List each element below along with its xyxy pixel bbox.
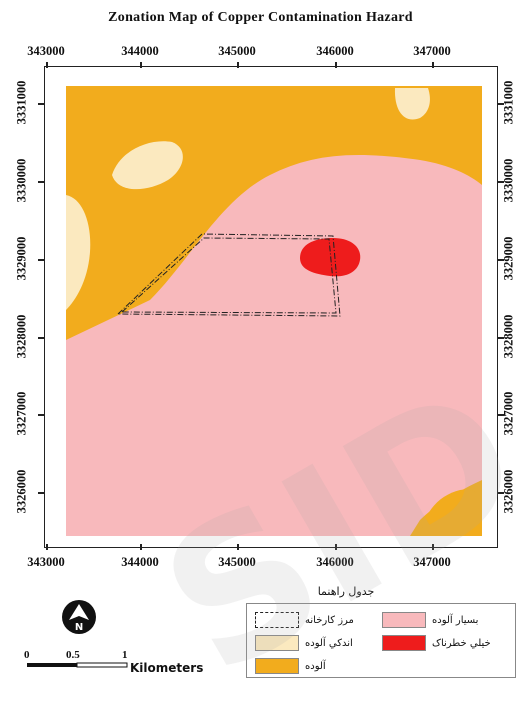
y-tick-label-left: 3330000 [14, 158, 29, 203]
legend-item-slightly-polluted: اندکي آلوده [255, 635, 353, 651]
y-tick-label-left: 3328000 [14, 314, 29, 359]
y-tick-label-left: 3327000 [14, 391, 29, 436]
x-tick-label-bottom: 347000 [413, 555, 451, 569]
x-tick-label-bottom: 345000 [218, 555, 256, 569]
scale-bar: 0 0.5 1 Kilometers [22, 649, 222, 680]
legend-swatch [255, 612, 299, 628]
scale-segment-2 [76, 662, 128, 668]
y-tick-mark [498, 414, 504, 416]
zone-polluted-corner [420, 489, 482, 536]
legend-item-factory-boundary: مرز کارخانه [255, 612, 354, 628]
y-tick-label-left: 3326000 [14, 469, 29, 514]
x-tick-mark [140, 544, 142, 550]
factory-boundary [116, 233, 341, 317]
scale-segment-1 [27, 663, 77, 667]
x-tick-label-bottom: 346000 [316, 555, 354, 569]
x-tick-mark [335, 62, 337, 68]
legend-swatch [382, 635, 426, 651]
legend-item-polluted: آلوده [255, 658, 326, 674]
x-tick-label-top: 343000 [27, 44, 65, 58]
legend-swatch [255, 635, 299, 651]
x-tick-label-bottom: 344000 [121, 555, 159, 569]
x-tick-label-top: 347000 [413, 44, 451, 58]
y-tick-mark [498, 259, 504, 261]
zone-slightly-polluted-3 [66, 195, 91, 310]
x-tick-mark [335, 544, 337, 550]
legend-label: خيلي خطرناک [432, 637, 491, 649]
y-tick-label-left: 3329000 [14, 236, 29, 281]
y-tick-mark [38, 414, 44, 416]
legend-label: آلوده [305, 660, 326, 672]
y-tick-label-left: 3331000 [14, 80, 29, 125]
y-tick-mark [38, 259, 44, 261]
legend-title: جدول راهنما [317, 585, 375, 598]
map-frame [44, 66, 498, 548]
north-arrow-icon: N [62, 600, 96, 634]
x-tick-mark [46, 62, 48, 68]
y-tick-mark [38, 492, 44, 494]
zone-very-dangerous [300, 238, 361, 277]
legend-label: اندکي آلوده [305, 637, 353, 649]
legend-swatch [255, 658, 299, 674]
y-tick-mark [498, 492, 504, 494]
x-tick-label-bottom: 343000 [27, 555, 65, 569]
y-tick-mark [38, 103, 44, 105]
legend-item-very-polluted: بسيار آلوده [382, 612, 478, 628]
x-tick-label-top: 345000 [218, 44, 256, 58]
x-tick-mark [237, 544, 239, 550]
y-tick-mark [38, 337, 44, 339]
x-tick-label-top: 344000 [121, 44, 159, 58]
x-tick-mark [46, 544, 48, 550]
zone-very-polluted [66, 155, 482, 536]
map-canvas [66, 86, 482, 536]
x-tick-label-top: 346000 [316, 44, 354, 58]
zone-slightly-polluted-2 [112, 141, 183, 190]
legend-item-very-dangerous: خيلي خطرناک [382, 635, 491, 651]
y-tick-mark [38, 181, 44, 183]
north-arrow-head [69, 604, 89, 620]
y-tick-mark [498, 103, 504, 105]
north-arrow-letter: N [75, 622, 83, 633]
scale-unit: Kilometers [130, 661, 204, 675]
scale-label-0: 0 [24, 649, 30, 661]
y-tick-mark [498, 337, 504, 339]
legend-label: مرز کارخانه [305, 614, 354, 626]
legend-label: بسيار آلوده [432, 614, 479, 626]
scale-label-half: 0.5 [66, 649, 80, 661]
x-tick-mark [432, 544, 434, 550]
scale-label-1: 1 [122, 649, 128, 661]
zone-slightly-polluted-1 [394, 88, 430, 120]
y-tick-mark [498, 181, 504, 183]
x-tick-mark [140, 62, 142, 68]
x-tick-mark [237, 62, 239, 68]
map-title: Zonation Map of Copper Contamination Haz… [108, 10, 413, 25]
x-tick-mark [432, 62, 434, 68]
legend-swatch [382, 612, 426, 628]
